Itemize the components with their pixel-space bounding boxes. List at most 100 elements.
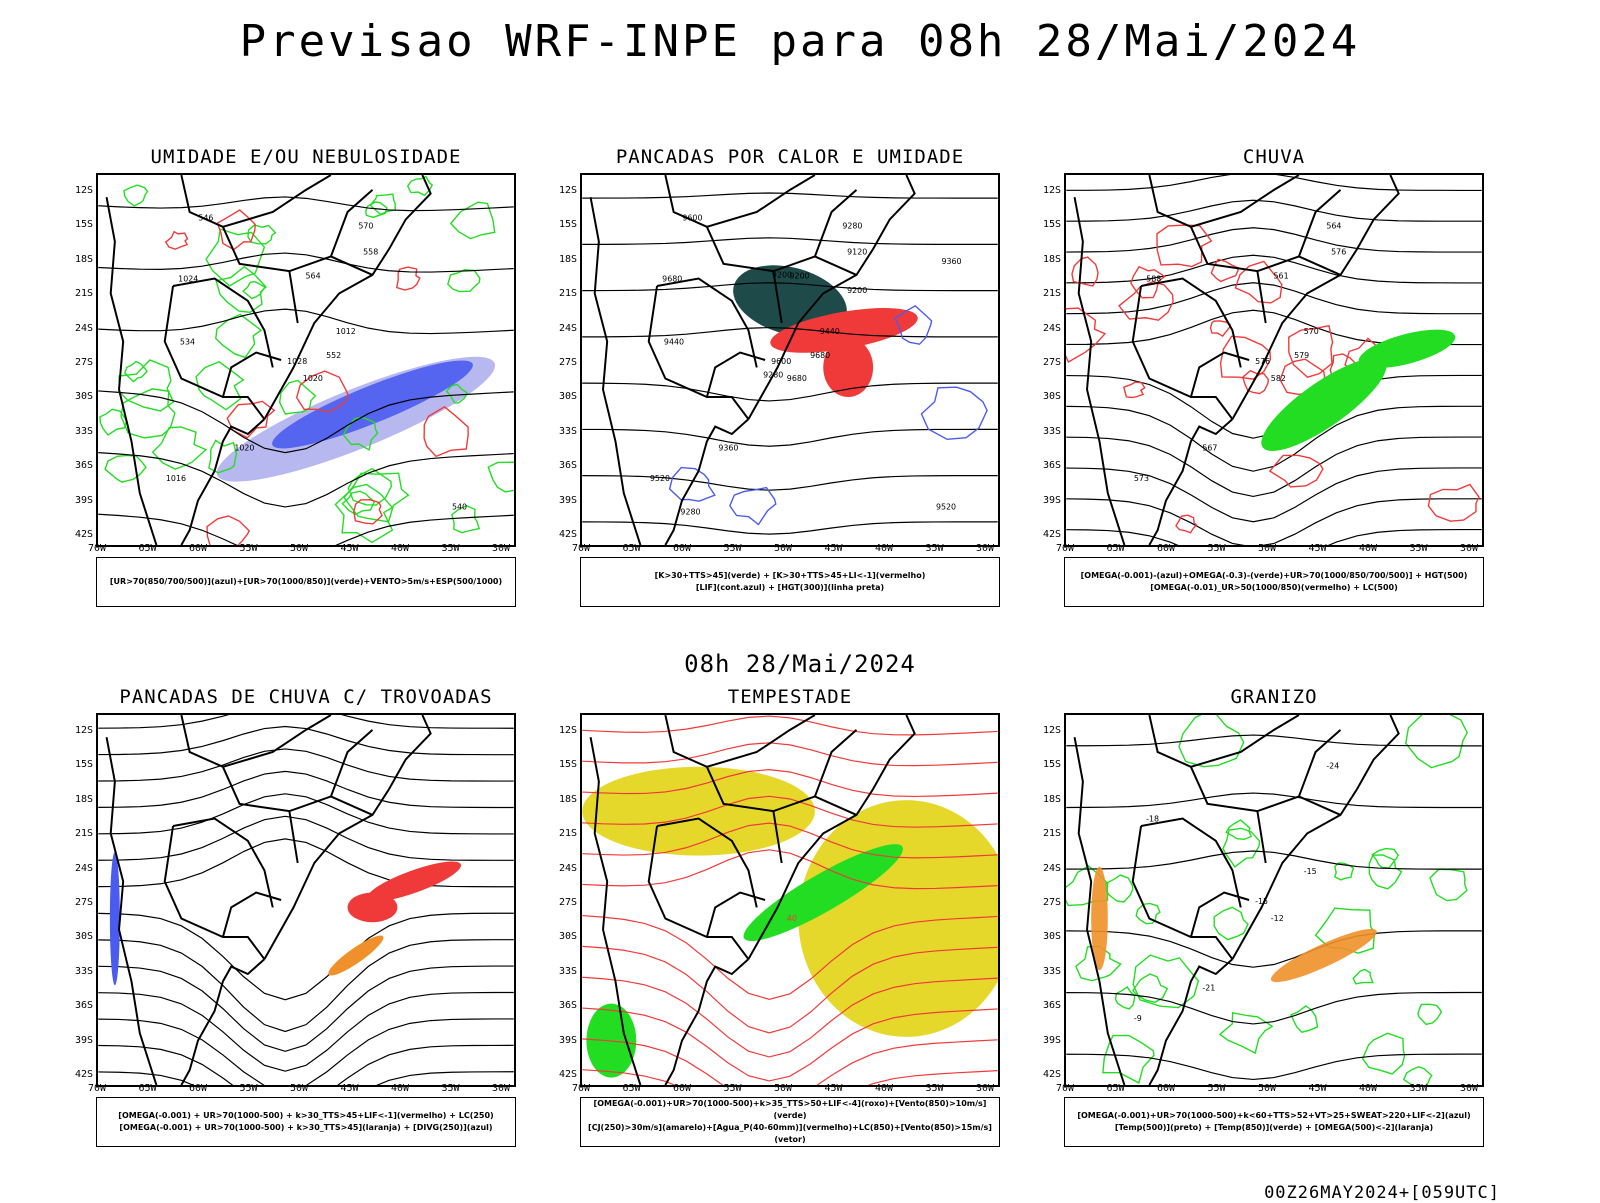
wind-850-area	[743, 844, 903, 942]
country-border	[288, 271, 299, 324]
lat-tick-label: 12S	[558, 725, 577, 736]
contour-label: 9200	[790, 272, 810, 281]
contour-line	[247, 224, 277, 245]
instability-li-area	[823, 337, 874, 397]
legend-line: [OMEGA(-0.001) + UR>70(1000-500) + k>30_…	[119, 1123, 493, 1132]
contour-line	[1209, 320, 1231, 337]
lat-tick-label: 30S	[1042, 391, 1061, 403]
lon-tick-label: 40W	[874, 543, 894, 554]
lon-tick-label: 55W	[1207, 543, 1226, 554]
streamline	[98, 513, 514, 545]
lon-tick-label: 70W	[1055, 1083, 1075, 1094]
lon-tick-label: 45W	[824, 543, 843, 554]
contour-label: 40	[787, 914, 797, 923]
lat-tick-label: 39S	[74, 1034, 93, 1046]
contour-label: 9600	[682, 213, 702, 222]
streamline	[98, 991, 514, 1072]
map-panel-chuva: 582 588 576 573 570 567 564 561 576 579	[1064, 173, 1484, 547]
coastline	[180, 958, 266, 1085]
streamline	[98, 725, 514, 756]
lat-tick-label: 27S	[1042, 897, 1061, 908]
contour-line	[1066, 307, 1107, 363]
contour-line	[729, 486, 777, 526]
coastline	[747, 715, 916, 960]
map-canvas: 9680 9680 9600 9520 9440 9360 9280 9200 9120 9680…	[582, 175, 998, 545]
map-basemap	[589, 715, 916, 1085]
omega-strong-area	[1358, 329, 1456, 369]
coastline	[589, 196, 642, 545]
lon-tick-label: 55W	[1207, 1083, 1226, 1094]
country-border	[1140, 277, 1242, 368]
contour-line	[920, 386, 988, 441]
lat-tick-label: 18S	[558, 793, 577, 805]
contour-line	[104, 454, 147, 483]
country-border	[814, 189, 858, 257]
contour-label: -24	[1326, 762, 1339, 771]
panel-title-umidade: UMIDADE E/OU NEBULOSIDADE	[150, 146, 462, 168]
streamline	[582, 521, 998, 535]
legend-box-tempestade: [OMEGA(-0.001)+UR>70(1000-500)+k>35_TTS>…	[580, 1097, 1000, 1147]
lat-tick-label: 42S	[1042, 529, 1061, 540]
contour-label: -18	[1146, 814, 1159, 823]
streamline	[98, 912, 514, 1001]
country-border	[1298, 189, 1342, 257]
streamline	[582, 1007, 998, 1082]
map-panel-tempestade: 40	[580, 713, 1000, 1087]
lon-tick-label: 30W	[975, 1083, 995, 1094]
streamlines	[98, 715, 514, 1085]
lon-tick-label: 55W	[239, 543, 258, 554]
lat-tick-label: 24S	[74, 862, 93, 874]
contour-line	[449, 201, 496, 240]
streamline	[582, 914, 998, 1000]
contour-label: 1012	[336, 327, 356, 336]
country-border	[1298, 729, 1342, 797]
contour-line	[1135, 902, 1161, 925]
contour-line	[334, 483, 394, 544]
lat-tick-label: 21S	[74, 288, 93, 300]
contour-line	[1132, 954, 1200, 1009]
lon-tick-label: 50W	[289, 1083, 309, 1094]
map-canvas: 582 588 576 573 570 567 564 561 576 579	[1066, 175, 1482, 545]
contour-label: 9360	[941, 257, 961, 266]
lat-tick-label: 12S	[1042, 725, 1061, 736]
legend-line: [LIF](cont.azul) + [HGT(300)](linha pret…	[695, 583, 885, 592]
country-border	[705, 351, 766, 398]
streamline	[1066, 850, 1482, 870]
legend-box-umidade: [UR>70(850/700/500)](azul)+[UR>70(1000/8…	[96, 557, 516, 607]
legend-line: [OMEGA(-0.001)-(azul)+OMEGA(-0.3)-(verde…	[1080, 571, 1468, 580]
contour-line	[1405, 715, 1468, 769]
contour-line	[668, 466, 716, 502]
streamline	[582, 237, 998, 245]
lon-tick-label: 40W	[1358, 543, 1378, 554]
lon-tick-label: 35W	[925, 1083, 944, 1094]
coastline	[1231, 175, 1400, 420]
contour-line	[1132, 973, 1169, 1004]
country-border	[1189, 351, 1250, 398]
lat-tick-label: 21S	[74, 828, 93, 840]
country-border	[1148, 175, 1300, 228]
lon-tick-label: 40W	[390, 1083, 410, 1094]
lat-tick-label: 27S	[1042, 357, 1061, 368]
lon-tick-label: 65W	[138, 1083, 157, 1094]
country-border	[163, 825, 266, 960]
country-border	[180, 175, 332, 228]
lat-tick-label: 15S	[74, 759, 93, 771]
lon-tick-label: 65W	[1106, 543, 1125, 554]
country-border	[221, 766, 373, 816]
streamline	[1066, 227, 1482, 253]
country-border	[288, 811, 299, 864]
contour-line	[1268, 454, 1324, 488]
contour-label: 576	[1331, 247, 1346, 256]
streamline	[98, 939, 514, 1033]
legend-box-pancadas_calor: [K>30+TTS>45](verde) + [K>30+TTS>45+LI<-…	[580, 557, 1000, 607]
jet-stream-area	[582, 766, 815, 856]
contour-line	[1118, 280, 1174, 321]
lat-tick-label: 33S	[558, 965, 577, 977]
contour-line	[1234, 260, 1283, 304]
lon-tick-label: 45W	[824, 1083, 843, 1094]
contour-line	[295, 370, 349, 413]
lat-tick-label: 36S	[74, 1000, 93, 1012]
contour-label: 582	[1271, 374, 1286, 383]
lif-contours	[668, 305, 988, 526]
contour-label: 9280	[842, 222, 862, 231]
